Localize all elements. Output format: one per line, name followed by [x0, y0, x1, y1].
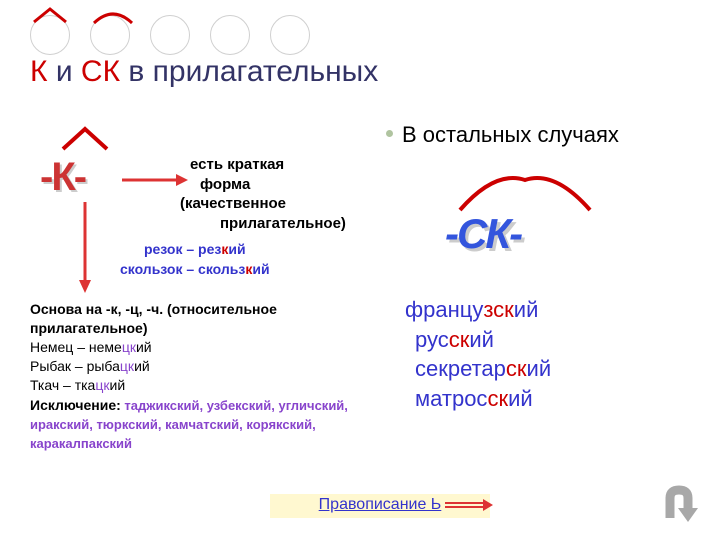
- morpheme-sk-front: -СК-: [445, 210, 521, 257]
- example-rezok: резок – резкий: [120, 240, 270, 260]
- example-nemets: Немец – немецкий: [30, 338, 370, 357]
- exception-label: Исключение:: [30, 397, 121, 413]
- osnova-title: Основа на -к, -ц, -ч. (относительное при…: [30, 300, 370, 338]
- footer-arrow-icon: [445, 498, 495, 512]
- decor-circles: [30, 15, 310, 55]
- short-form-l1: есть краткая: [190, 155, 346, 175]
- roof-sk-icon: [455, 165, 595, 215]
- word-frantsuzskiy: французский: [405, 295, 551, 325]
- u-turn-icon: [654, 482, 700, 528]
- arrow-right-icon: [120, 170, 190, 190]
- word-matrosskiy: матросский: [405, 384, 551, 414]
- arc-icon: [92, 9, 134, 25]
- sk-examples: французский русский секретарский матросс…: [405, 295, 551, 414]
- other-cases-text: В остальных случаях: [402, 122, 619, 148]
- title-sk: СК: [81, 55, 120, 88]
- example-tkach: Ткач – ткацкий: [30, 376, 370, 395]
- short-form-text: есть краткая форма (качественное прилага…: [190, 155, 346, 233]
- example-skolzok: скользок – скользкий: [120, 260, 270, 280]
- back-button[interactable]: [654, 482, 700, 528]
- bullet-icon: [386, 130, 393, 137]
- examples-k: резок – резкий скользок – скользкий: [120, 240, 270, 279]
- example-rybak: Рыбак – рыбацкий: [30, 357, 370, 376]
- morpheme-k-front: -К-: [40, 155, 85, 199]
- title-k: К: [30, 55, 47, 88]
- roof-k-icon: [60, 125, 110, 153]
- roof-caret-icon: [32, 6, 68, 24]
- page-title: К и СК в прилагательных: [30, 55, 378, 89]
- short-form-l3: (качественное: [180, 194, 346, 214]
- word-sekretarskiy: секретарский: [405, 354, 551, 384]
- morpheme-sk: -СК- -СК-: [445, 210, 521, 258]
- exception-row: Исключение: таджикский, узбекский, углич…: [30, 396, 370, 453]
- spelling-link[interactable]: Правописание Ь: [319, 496, 442, 513]
- short-form-l4: прилагательное): [190, 214, 346, 234]
- circle-4: [210, 15, 250, 55]
- title-rest: в прилагательных: [120, 55, 378, 88]
- circle-5: [270, 15, 310, 55]
- circle-3: [150, 15, 190, 55]
- morpheme-k: -К- -К-: [40, 155, 85, 200]
- title-and: и: [47, 55, 80, 88]
- osnova-block: Основа на -к, -ц, -ч. (относительное при…: [30, 300, 370, 453]
- word-russkiy: русский: [405, 325, 551, 355]
- short-form-l2: форма: [190, 175, 346, 195]
- arrow-down-icon: [75, 200, 95, 295]
